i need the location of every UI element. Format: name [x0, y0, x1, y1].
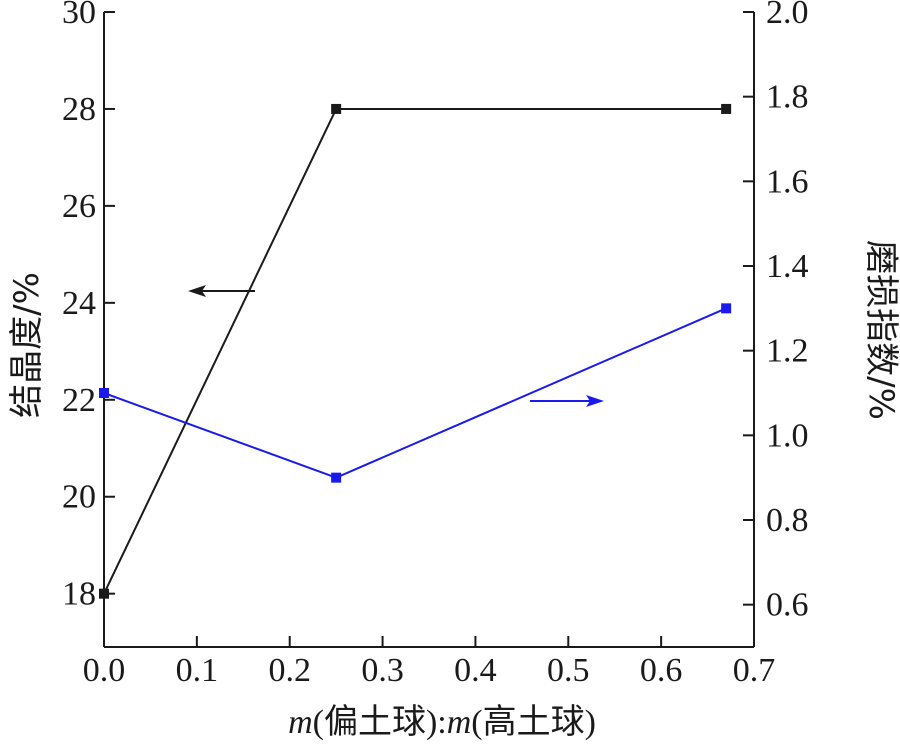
series-left-line: [103, 107, 727, 595]
series-right-marker: [99, 388, 109, 398]
y-right-axis-title: 磨损指数/%: [861, 240, 900, 420]
x-axis-title-var1: m: [288, 704, 313, 741]
y-left-tick-label: 18: [62, 576, 96, 613]
arrow-right-head: [586, 395, 604, 407]
y-right-tick-label: 0.6: [766, 587, 809, 624]
series-left-marker: [721, 103, 732, 114]
series-right-marker: [721, 303, 732, 314]
x-tick-label: 0.6: [640, 652, 683, 689]
x-tick-label: 0.3: [361, 652, 404, 689]
y-right-tick-label: 0.8: [766, 502, 809, 539]
x-tick-label: 0.0: [83, 652, 126, 689]
series-left-marker: [331, 103, 342, 114]
y-left-tick-label: 20: [62, 479, 96, 516]
plot-frame: [103, 12, 755, 648]
x-axis-title-text2: (高土球): [471, 703, 596, 741]
y-left-tick-label: 30: [62, 0, 96, 31]
y-left-tick-label: 26: [62, 188, 96, 225]
x-axis-title: m(偏土球):m(高土球): [288, 703, 596, 741]
x-tick-label: 0.2: [268, 652, 311, 689]
y-right-tick-label: 1.0: [766, 417, 809, 454]
arrow-left-head: [188, 285, 206, 297]
series-right-marker: [331, 472, 342, 483]
ticks-layer: 0.0 0.1 0.2 0.3 0.4 0.5 0.6 0.7 18 20 22 24 26 28 30 0.…: [62, 0, 809, 689]
series-left-marker: [99, 588, 109, 599]
x-tick-label: 0.4: [454, 652, 497, 689]
x-axis-title-text1: (偏土球):: [313, 703, 447, 741]
x-axis-title-var2: m: [447, 704, 472, 741]
series-layer: [99, 103, 732, 599]
y-right-tick-label: 1.2: [766, 333, 809, 370]
y-right-tick-label: 1.4: [766, 248, 809, 285]
y-right-tick-label: 1.8: [766, 79, 809, 116]
y-left-tick-label: 28: [62, 91, 96, 128]
x-tick-label: 0.5: [547, 652, 590, 689]
y-left-axis-title: 结晶度/%: [7, 272, 47, 418]
annotation-layer: [188, 285, 604, 407]
y-right-tick-label: 2.0: [766, 0, 809, 31]
x-tick-label: 0.1: [176, 652, 219, 689]
y-right-tick-label: 1.6: [766, 163, 809, 200]
series-right-line: [103, 307, 727, 479]
y-left-tick-label: 22: [62, 382, 96, 419]
y-left-tick-label: 24: [62, 285, 96, 322]
x-tick-label: 0.7: [733, 652, 776, 689]
